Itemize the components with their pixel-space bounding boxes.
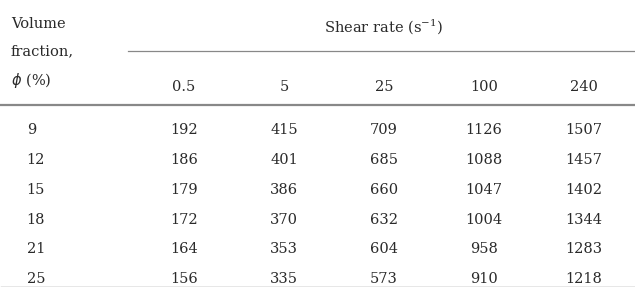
Text: Shear rate ($\mathregular{s^{-1}}$): Shear rate ($\mathregular{s^{-1}}$) bbox=[324, 17, 443, 36]
Text: 1507: 1507 bbox=[565, 123, 602, 137]
Text: 179: 179 bbox=[170, 183, 198, 197]
Text: 25: 25 bbox=[27, 272, 45, 286]
Text: 186: 186 bbox=[170, 153, 198, 167]
Text: 660: 660 bbox=[370, 183, 398, 197]
Text: 1004: 1004 bbox=[465, 213, 502, 227]
Text: 386: 386 bbox=[270, 183, 298, 197]
Text: 709: 709 bbox=[370, 123, 398, 137]
Text: 685: 685 bbox=[370, 153, 398, 167]
Text: 632: 632 bbox=[370, 213, 398, 227]
Text: 100: 100 bbox=[470, 80, 498, 94]
Text: 240: 240 bbox=[570, 80, 598, 94]
Text: $\phi$ (%): $\phi$ (%) bbox=[11, 71, 51, 90]
Text: 370: 370 bbox=[270, 213, 298, 227]
Text: 353: 353 bbox=[270, 243, 298, 257]
Text: 15: 15 bbox=[27, 183, 45, 197]
Text: 1344: 1344 bbox=[565, 213, 602, 227]
Text: 415: 415 bbox=[270, 123, 298, 137]
Text: 401: 401 bbox=[270, 153, 298, 167]
Text: fraction,: fraction, bbox=[11, 44, 74, 58]
Text: 18: 18 bbox=[27, 213, 45, 227]
Text: 25: 25 bbox=[375, 80, 393, 94]
Text: 1402: 1402 bbox=[565, 183, 602, 197]
Text: 172: 172 bbox=[170, 213, 198, 227]
Text: 192: 192 bbox=[170, 123, 198, 137]
Text: 21: 21 bbox=[27, 243, 45, 257]
Text: 1218: 1218 bbox=[565, 272, 602, 286]
Text: 0.5: 0.5 bbox=[173, 80, 196, 94]
Text: 573: 573 bbox=[370, 272, 398, 286]
Text: 9: 9 bbox=[27, 123, 36, 137]
Text: 164: 164 bbox=[170, 243, 198, 257]
Text: 156: 156 bbox=[170, 272, 198, 286]
Text: 1457: 1457 bbox=[565, 153, 602, 167]
Text: 1088: 1088 bbox=[465, 153, 502, 167]
Text: 910: 910 bbox=[470, 272, 498, 286]
Text: 1126: 1126 bbox=[465, 123, 502, 137]
Text: Volume: Volume bbox=[11, 17, 65, 31]
Text: 1047: 1047 bbox=[465, 183, 502, 197]
Text: 604: 604 bbox=[370, 243, 398, 257]
Text: 335: 335 bbox=[270, 272, 298, 286]
Text: 958: 958 bbox=[470, 243, 498, 257]
Text: 5: 5 bbox=[279, 80, 289, 94]
Text: 12: 12 bbox=[27, 153, 45, 167]
Text: 1283: 1283 bbox=[565, 243, 602, 257]
